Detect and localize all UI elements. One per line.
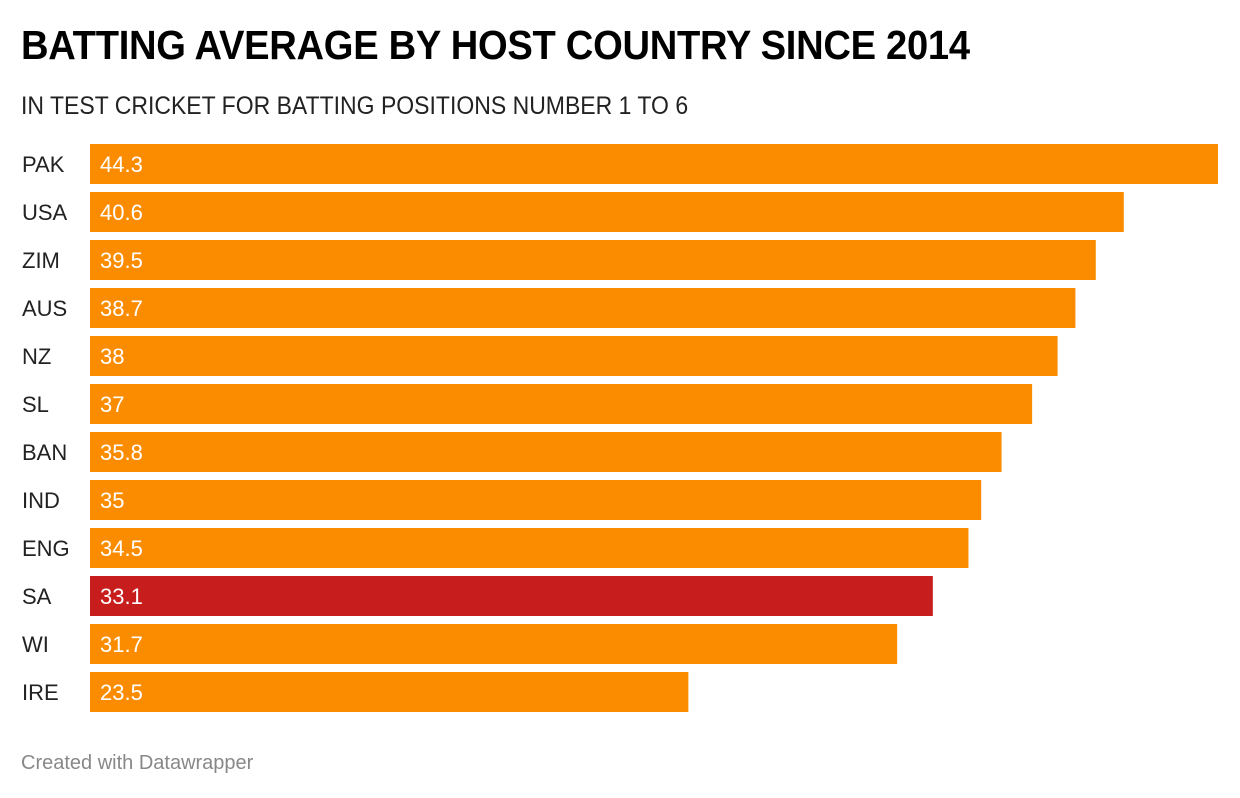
chart-subtitle: IN TEST CRICKET FOR BATTING POSITIONS NU… [21, 92, 689, 120]
bar [90, 576, 933, 616]
value-label: 23.5 [100, 680, 143, 705]
bar [90, 528, 969, 568]
value-label: 39.5 [100, 248, 143, 273]
value-label: 38.7 [100, 296, 143, 321]
bar [90, 672, 689, 712]
bar-row-sl: SL 37 [22, 384, 1033, 424]
bar [90, 480, 982, 520]
value-label: 38 [100, 344, 124, 369]
value-label: 40.6 [100, 200, 143, 225]
category-label: IND [22, 488, 60, 513]
category-label: SL [22, 392, 49, 417]
bar-row-usa: USA 40.6 [22, 192, 1124, 232]
value-label: 37 [100, 392, 124, 417]
bar-row-ind: IND 35 [22, 480, 982, 520]
category-label: AUS [22, 296, 67, 321]
bar-row-ban: BAN 35.8 [22, 432, 1002, 472]
category-label: WI [22, 632, 49, 657]
category-label: ENG [22, 536, 70, 561]
category-label: IRE [22, 680, 59, 705]
bar [90, 384, 1033, 424]
bar-row-wi: WI 31.7 [22, 624, 898, 664]
category-label: NZ [22, 344, 51, 369]
bar [90, 192, 1124, 232]
value-label: 35 [100, 488, 124, 513]
category-label: PAK [22, 152, 65, 177]
bar-row-zim: ZIM 39.5 [22, 240, 1096, 280]
chart-title: BATTING AVERAGE BY HOST COUNTRY SINCE 20… [21, 22, 970, 68]
category-label: SA [22, 584, 52, 609]
value-label: 44.3 [100, 152, 143, 177]
bar-row-sa: SA 33.1 [22, 576, 933, 616]
datawrapper-credit: Created with Datawrapper [21, 752, 254, 774]
value-label: 34.5 [100, 536, 143, 561]
bar-row-nz: NZ 38 [22, 336, 1058, 376]
bar [90, 144, 1218, 184]
category-label: USA [22, 200, 68, 225]
bar [90, 336, 1058, 376]
bar [90, 624, 898, 664]
bar [90, 432, 1002, 472]
bar-row-ire: IRE 23.5 [22, 672, 689, 712]
category-label: BAN [22, 440, 67, 465]
category-label: ZIM [22, 248, 60, 273]
bar-row-pak: PAK 44.3 [22, 144, 1218, 184]
value-label: 33.1 [100, 584, 143, 609]
value-label: 35.8 [100, 440, 143, 465]
value-label: 31.7 [100, 632, 143, 657]
bar-row-aus: AUS 38.7 [22, 288, 1076, 328]
bar-row-eng: ENG 34.5 [22, 528, 969, 568]
bar [90, 288, 1076, 328]
bar [90, 240, 1096, 280]
